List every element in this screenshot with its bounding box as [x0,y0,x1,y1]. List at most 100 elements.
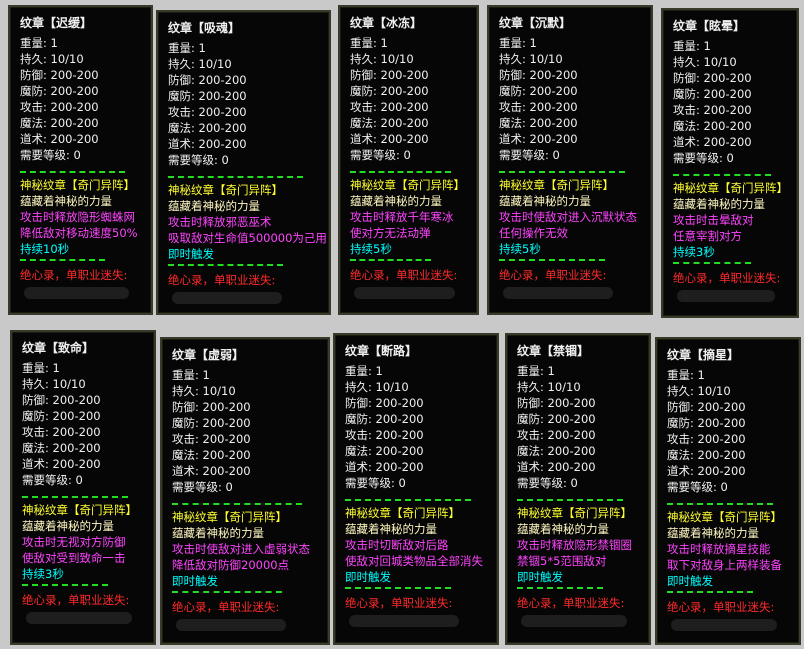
item-stat: 魔防: 200-200 [499,84,578,98]
item-effect: 攻击时释放千年寒冰 [350,210,454,224]
item-stat: 重量: 1 [499,36,537,50]
separator [345,587,451,589]
item-effect: 取下对敌身上两样装备 [667,558,782,572]
item-trigger: 持续3秒 [22,567,64,581]
item-lore: 蕴藏着神秘的力量 [22,519,114,533]
item-stat: 重量: 1 [517,364,555,378]
item-trigger: 持续5秒 [499,242,541,256]
item-effect: 攻击时释放隐形禁锢圈 [517,538,632,552]
item-footer: 绝心录，单职业迷失: [20,268,128,282]
item-stat: 防御: 200-200 [168,73,247,87]
item-stat: 持久: 10/10 [517,380,581,394]
separator [168,176,303,178]
item-trigger: 持续3秒 [673,245,715,259]
item-title: 纹章【致命】 [22,341,95,355]
item-stat: 道术: 200-200 [168,137,247,151]
item-lore: 蕴藏着神秘的力量 [345,522,437,536]
item-trigger: 即时触发 [667,574,713,588]
item-trigger: 持续5秒 [350,242,392,256]
item-effect: 攻击时切断敌对后路 [345,538,449,552]
item-lore: 蕴藏着神秘的力量 [499,194,591,208]
item-effect: 攻击时释放隐形蜘蛛网 [20,210,135,224]
item-stat: 攻击: 200-200 [168,105,247,119]
item-stat: 重量: 1 [20,36,58,50]
item-stat: 道术: 200-200 [667,464,746,478]
item-effect: 攻击时释放邪恶巫术 [168,215,272,229]
item-effect: 任何操作无效 [499,226,568,240]
set-name: 神秘纹章【奇门异阵】 [172,510,287,524]
item-stat: 防御: 200-200 [517,396,596,410]
obscured-text [503,287,613,299]
item-trigger: 即时触发 [168,247,214,261]
item-stat: 道术: 200-200 [517,460,596,474]
obscured-text [349,615,459,627]
item-effect: 攻击时使敌对进入沉默状态 [499,210,637,224]
item-stat: 需要等级: 0 [345,476,406,490]
item-stat: 魔防: 200-200 [168,89,247,103]
item-stat: 防御: 200-200 [22,393,101,407]
item-title: 纹章【迟缓】 [20,16,93,30]
item-footer: 绝心录，单职业迷失: [350,268,458,282]
item-stat: 持久: 10/10 [22,377,86,391]
item-effect: 吸取敌对生命值500000为己用 [168,231,327,245]
item-stat: 魔法: 200-200 [667,448,746,462]
item-footer: 绝心录，单职业迷失: [22,593,130,607]
item-footer: 绝心录，单职业迷失: [517,596,625,610]
separator [22,584,108,586]
item-tooltip: 纹章【禁锢】 重量: 1 持久: 10/10 防御: 200-200 魔防: 200-2… [505,333,651,645]
item-stat: 魔法: 200-200 [20,116,99,130]
separator [673,262,751,264]
item-lore: 蕴藏着神秘的力量 [20,194,112,208]
item-stat: 防御: 200-200 [499,68,578,82]
item-stat: 需要等级: 0 [350,148,411,162]
item-stat: 防御: 200-200 [20,68,99,82]
item-stat: 持久: 10/10 [499,52,563,66]
item-stat: 重量: 1 [667,368,705,382]
item-stat: 魔防: 200-200 [517,412,596,426]
item-title: 纹章【冰冻】 [350,16,423,30]
item-stat: 防御: 200-200 [345,396,424,410]
item-footer: 绝心录，单职业迷失: [499,268,607,282]
item-stat: 持久: 10/10 [172,384,236,398]
item-effect: 降低敌对防御20000点 [172,558,290,572]
set-name: 神秘纹章【奇门异阵】 [350,178,465,192]
item-effect: 攻击时无视对方防御 [22,535,126,549]
item-effect: 使敌对受到致命一击 [22,551,126,565]
separator [517,499,623,501]
item-stat: 攻击: 200-200 [350,100,429,114]
item-tooltip: 纹章【断路】 重量: 1 持久: 10/10 防御: 200-200 魔防: 200-2… [333,333,499,645]
separator [673,174,771,176]
item-tooltip: 纹章【吸魂】 重量: 1 持久: 10/10 防御: 200-200 魔防: 200-2… [156,10,331,315]
item-stat: 魔法: 200-200 [499,116,578,130]
item-effect: 任意宰割对方 [673,229,742,243]
item-stat: 魔防: 200-200 [22,409,101,423]
item-footer: 绝心录，单职业迷失: [168,273,276,287]
item-stat: 需要等级: 0 [172,480,233,494]
item-stat: 道术: 200-200 [22,457,101,471]
item-stat: 道术: 200-200 [499,132,578,146]
item-stat: 道术: 200-200 [20,132,99,146]
item-stat: 持久: 10/10 [345,380,409,394]
obscured-text [176,619,286,631]
item-stat: 魔防: 200-200 [172,416,251,430]
item-stat: 需要等级: 0 [168,153,229,167]
obscured-text [24,287,129,299]
item-stat: 持久: 10/10 [673,55,737,69]
item-effect: 攻击时释放摘星技能 [667,542,771,556]
item-lore: 蕴藏着神秘的力量 [673,197,765,211]
set-name: 神秘纹章【奇门异阵】 [22,503,137,517]
item-footer: 绝心录，单职业迷失: [172,600,280,614]
item-stat: 道术: 200-200 [350,132,429,146]
item-stat: 魔法: 200-200 [517,444,596,458]
item-trigger: 即时触发 [345,570,391,584]
separator [499,171,625,173]
item-stat: 重量: 1 [350,36,388,50]
item-stat: 魔防: 200-200 [350,84,429,98]
item-stat: 需要等级: 0 [20,148,81,162]
item-lore: 蕴藏着神秘的力量 [517,522,609,536]
item-stat: 攻击: 200-200 [673,103,752,117]
obscured-text [671,619,777,631]
item-stat: 重量: 1 [673,39,711,53]
item-tooltip: 纹章【迟缓】 重量: 1 持久: 10/10 防御: 200-200 魔防: 200-2… [8,5,153,315]
